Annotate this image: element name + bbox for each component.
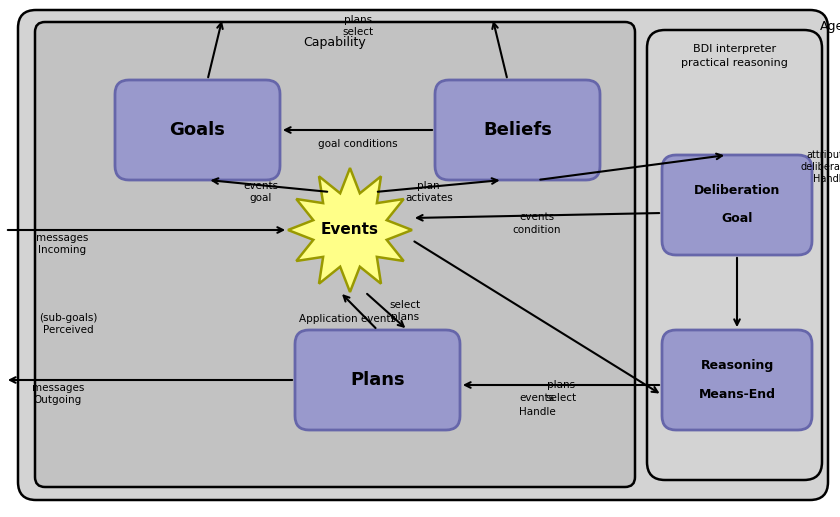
Text: Plans: Plans [350,371,405,389]
FancyBboxPatch shape [295,330,460,430]
Text: plan: plan [417,181,440,191]
Text: Means-End: Means-End [699,388,775,401]
Text: Events: Events [321,222,379,237]
Text: select: select [545,393,576,403]
Text: Incoming: Incoming [38,245,86,255]
FancyBboxPatch shape [662,155,812,255]
Text: events: events [244,181,278,191]
FancyBboxPatch shape [662,330,812,430]
Text: activates: activates [405,193,453,203]
Text: Beliefs: Beliefs [483,121,552,139]
Text: plans: plans [344,15,372,25]
Text: Goals: Goals [170,121,225,139]
Text: Application events: Application events [299,314,396,324]
Text: plans: plans [547,380,575,390]
Text: condition: condition [512,225,561,235]
Text: Perceived: Perceived [43,325,93,335]
Text: events: events [519,393,554,403]
Text: practical reasoning: practical reasoning [681,58,788,68]
Text: deliberation: deliberation [801,162,840,173]
Text: goal: goal [249,193,272,203]
Text: Outgoing: Outgoing [34,395,82,405]
Text: messages: messages [32,383,84,393]
Text: attributes: attributes [806,150,840,160]
Text: goal conditions: goal conditions [318,139,397,149]
Text: (sub-goals): (sub-goals) [39,313,97,323]
Text: Agent: Agent [820,20,840,33]
FancyBboxPatch shape [435,80,600,180]
Text: select
plans: select plans [390,300,421,322]
Polygon shape [288,168,412,292]
FancyBboxPatch shape [647,30,822,480]
Text: Deliberation: Deliberation [694,185,780,197]
Text: BDI interpreter: BDI interpreter [693,44,776,54]
Text: events: events [519,212,554,222]
Text: Capability: Capability [303,36,366,49]
Text: messages: messages [36,233,88,243]
Text: Handle: Handle [813,175,840,185]
Text: Handle: Handle [518,407,555,417]
Text: select: select [343,27,374,37]
FancyBboxPatch shape [35,22,635,487]
FancyBboxPatch shape [115,80,280,180]
FancyBboxPatch shape [18,10,828,500]
Text: Goal: Goal [722,212,753,225]
Text: Reasoning: Reasoning [701,359,774,373]
